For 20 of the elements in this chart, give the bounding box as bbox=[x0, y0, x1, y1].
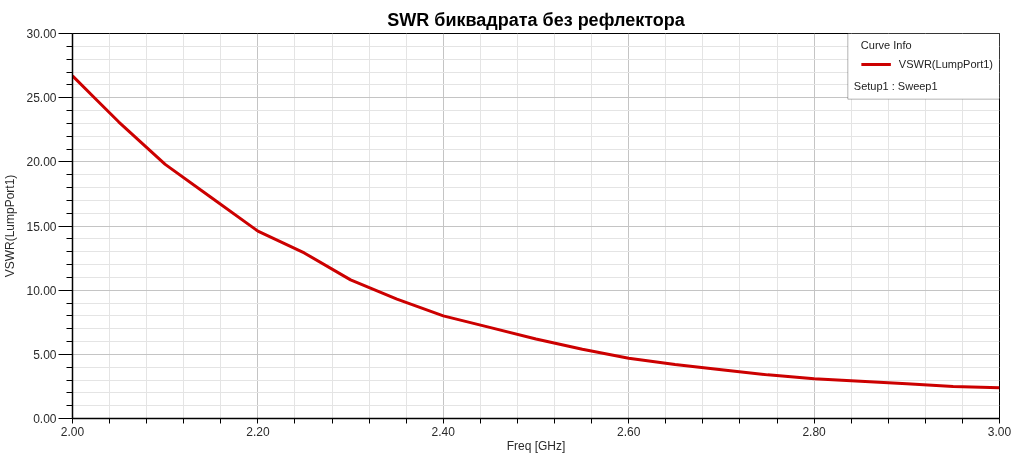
x-tick-label: 2.40 bbox=[431, 424, 456, 439]
y-tick-label: 20.00 bbox=[26, 155, 57, 170]
y-axis-title: VSWR(LumpPort1) bbox=[3, 174, 18, 278]
annotation: Setup1 : Sweep1 bbox=[853, 80, 938, 93]
y-tick-label: 10.00 bbox=[26, 283, 57, 298]
x-axis-title: Freq [GHz] bbox=[506, 438, 566, 453]
y-tick-label: 30.00 bbox=[26, 27, 57, 41]
legend-label: VSWR(LumpPort1) bbox=[898, 57, 993, 72]
x-tick-label: 2.20 bbox=[246, 424, 270, 439]
y-tick-label: 25.00 bbox=[26, 91, 57, 106]
y-tick-label: 5.00 bbox=[33, 347, 57, 362]
y-tick-label: 15.00 bbox=[26, 219, 57, 234]
x-tick-label: 3.00 bbox=[987, 424, 1012, 439]
y-tick-label: 0.00 bbox=[33, 412, 57, 426]
x-tick-label: 2.60 bbox=[617, 424, 641, 439]
legend-title: Curve Info bbox=[860, 39, 913, 51]
x-tick-label: 2.80 bbox=[802, 424, 827, 439]
x-tick-label: 2.00 bbox=[60, 424, 85, 439]
chart-title: SWR биквадрата без рефлектора bbox=[387, 9, 686, 30]
line-series bbox=[72, 74, 1000, 390]
